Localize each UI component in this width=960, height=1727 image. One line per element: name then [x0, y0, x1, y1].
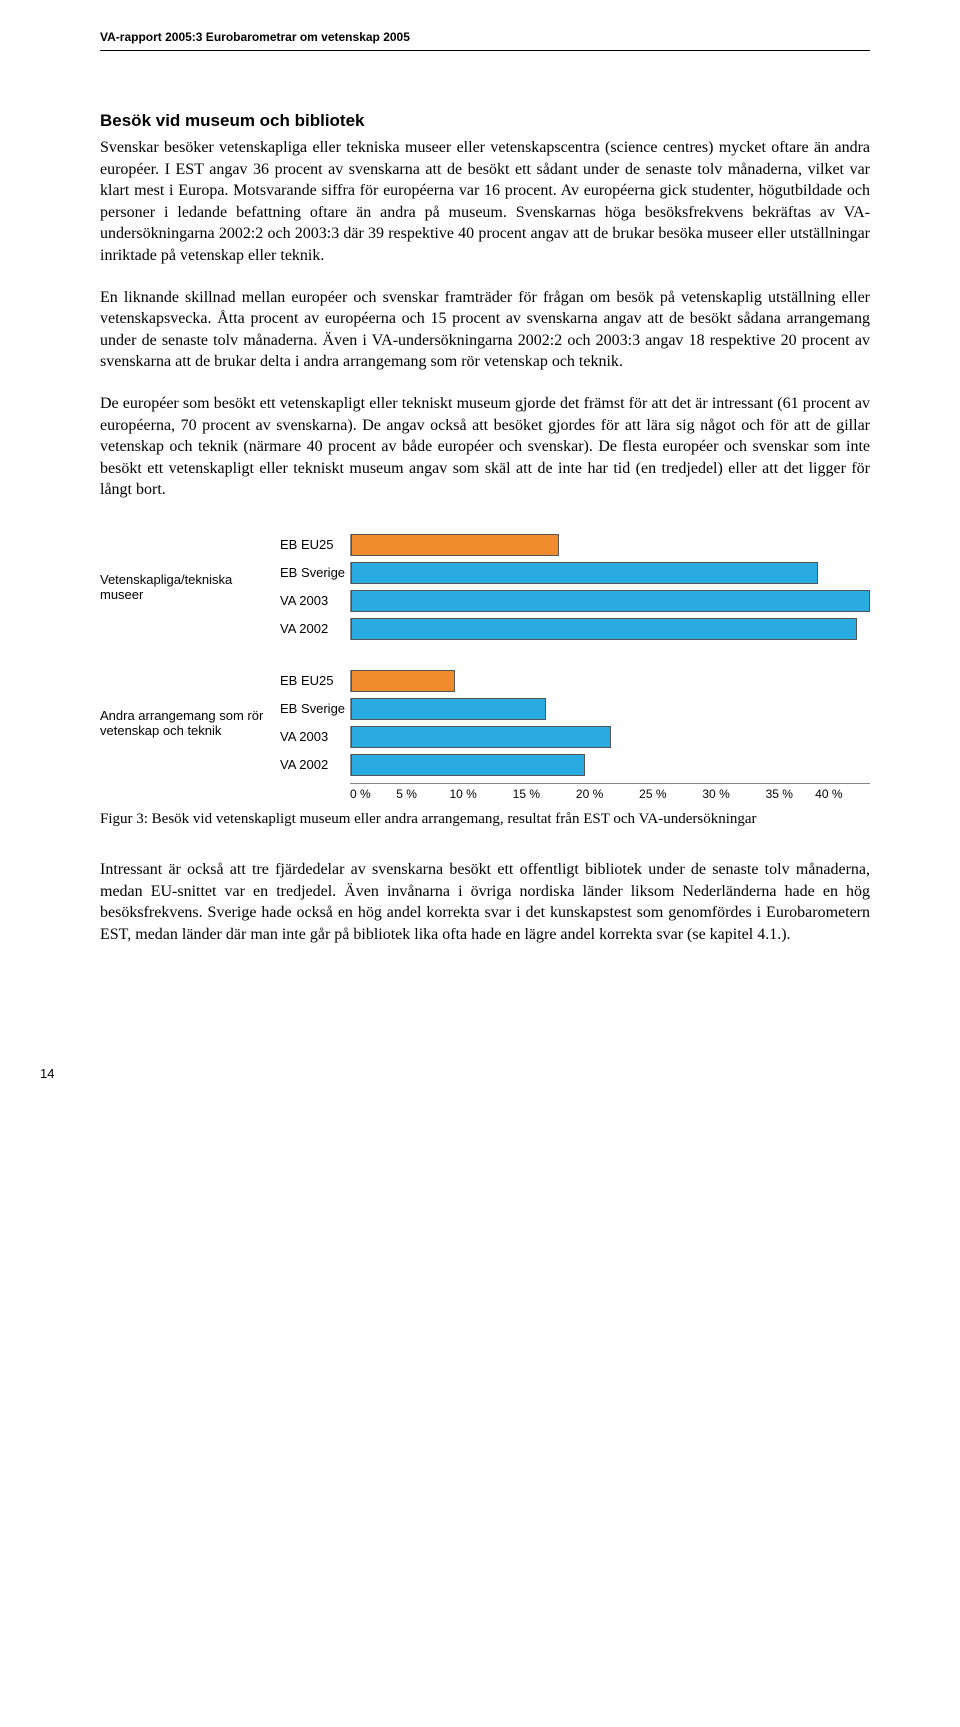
- chart-bar-row: VA 2003: [280, 587, 870, 615]
- chart-bar-track: [350, 534, 870, 556]
- chart-x-axis: 0 % 5 % 10 % 15 % 20 % 25 % 30 % 35 % 40 %: [100, 783, 870, 801]
- chart-axis-tick: 10 %: [449, 787, 476, 801]
- chart-bar: [351, 534, 559, 556]
- paragraph-3: De européer som besökt ett vetenskapligt…: [100, 393, 870, 501]
- chart-bar-track: [350, 726, 870, 748]
- chart-bar-label: EB EU25: [280, 537, 350, 552]
- chart-bar-label: VA 2003: [280, 729, 350, 744]
- chart-group-label: Andra arrangemang som rör vetenskap och …: [100, 667, 280, 779]
- chart-bar-track: [350, 590, 870, 612]
- chart-axis-tick: 15 %: [513, 787, 540, 801]
- chart-axis-tick: 25 %: [639, 787, 666, 801]
- chart-group-label: Vetenskapliga/tekniska museer: [100, 531, 280, 643]
- chart-bar-label: VA 2002: [280, 621, 350, 636]
- chart-bar-row: VA 2002: [280, 751, 870, 779]
- paragraph-4: Intressant är också att tre fjärdedelar …: [100, 859, 870, 945]
- chart-bar-label: VA 2003: [280, 593, 350, 608]
- chart-bar: [351, 562, 818, 584]
- chart-bar-label: VA 2002: [280, 757, 350, 772]
- page-number: 14: [40, 1066, 870, 1081]
- paragraph-1: Svenskar besöker vetenskapliga eller tek…: [100, 137, 870, 267]
- chart-bar-row: VA 2002: [280, 615, 870, 643]
- chart-series-column: EB EU25 EB Sverige VA 2003 VA 2002: [280, 667, 870, 779]
- chart-bar-track: [350, 754, 870, 776]
- chart-bar-track: [350, 698, 870, 720]
- chart-axis-tick: 30 %: [702, 787, 729, 801]
- chart-bar: [351, 590, 870, 612]
- figure-3-caption: Figur 3: Besök vid vetenskapligt museum …: [100, 809, 870, 829]
- paragraph-2: En liknande skillnad mellan européer och…: [100, 287, 870, 373]
- chart-bar-track: [350, 618, 870, 640]
- chart-axis-track: 0 % 5 % 10 % 15 % 20 % 25 % 30 % 35 % 40 %: [350, 783, 870, 801]
- chart-bar: [351, 670, 455, 692]
- chart-bar-row: VA 2003: [280, 723, 870, 751]
- chart-bar: [351, 698, 546, 720]
- chart-axis-tick: 20 %: [576, 787, 603, 801]
- chart-bar-row: EB Sverige: [280, 695, 870, 723]
- chart-bar-track: [350, 670, 870, 692]
- chart-bar-track: [350, 562, 870, 584]
- figure-3-chart: Vetenskapliga/tekniska museerEB EU25EB S…: [100, 531, 870, 801]
- chart-group: Andra arrangemang som rör vetenskap och …: [100, 667, 870, 779]
- chart-axis-tick: 40 %: [815, 787, 842, 801]
- chart-series-column: EB EU25 EB Sverige VA 2003 VA 2002: [280, 531, 870, 643]
- chart-bar-label: EB Sverige: [280, 565, 350, 580]
- chart-group: Vetenskapliga/tekniska museerEB EU25 EB S…: [100, 531, 870, 643]
- chart-bar-label: EB Sverige: [280, 701, 350, 716]
- chart-axis-tick: 35 %: [766, 787, 793, 801]
- section-title: Besök vid museum och bibliotek: [100, 111, 870, 131]
- chart-axis-tick: 5 %: [396, 787, 417, 801]
- chart-bar: [351, 726, 611, 748]
- chart-bar-label: EB EU25: [280, 673, 350, 688]
- chart-axis-tick: 0 %: [350, 787, 371, 801]
- chart-bar: [351, 754, 585, 776]
- chart-bar-row: EB Sverige: [280, 559, 870, 587]
- chart-bar-row: EB EU25: [280, 667, 870, 695]
- report-header: VA-rapport 2005:3 Eurobarometrar om vete…: [100, 30, 870, 51]
- chart-bar: [351, 618, 857, 640]
- chart-bar-row: EB EU25: [280, 531, 870, 559]
